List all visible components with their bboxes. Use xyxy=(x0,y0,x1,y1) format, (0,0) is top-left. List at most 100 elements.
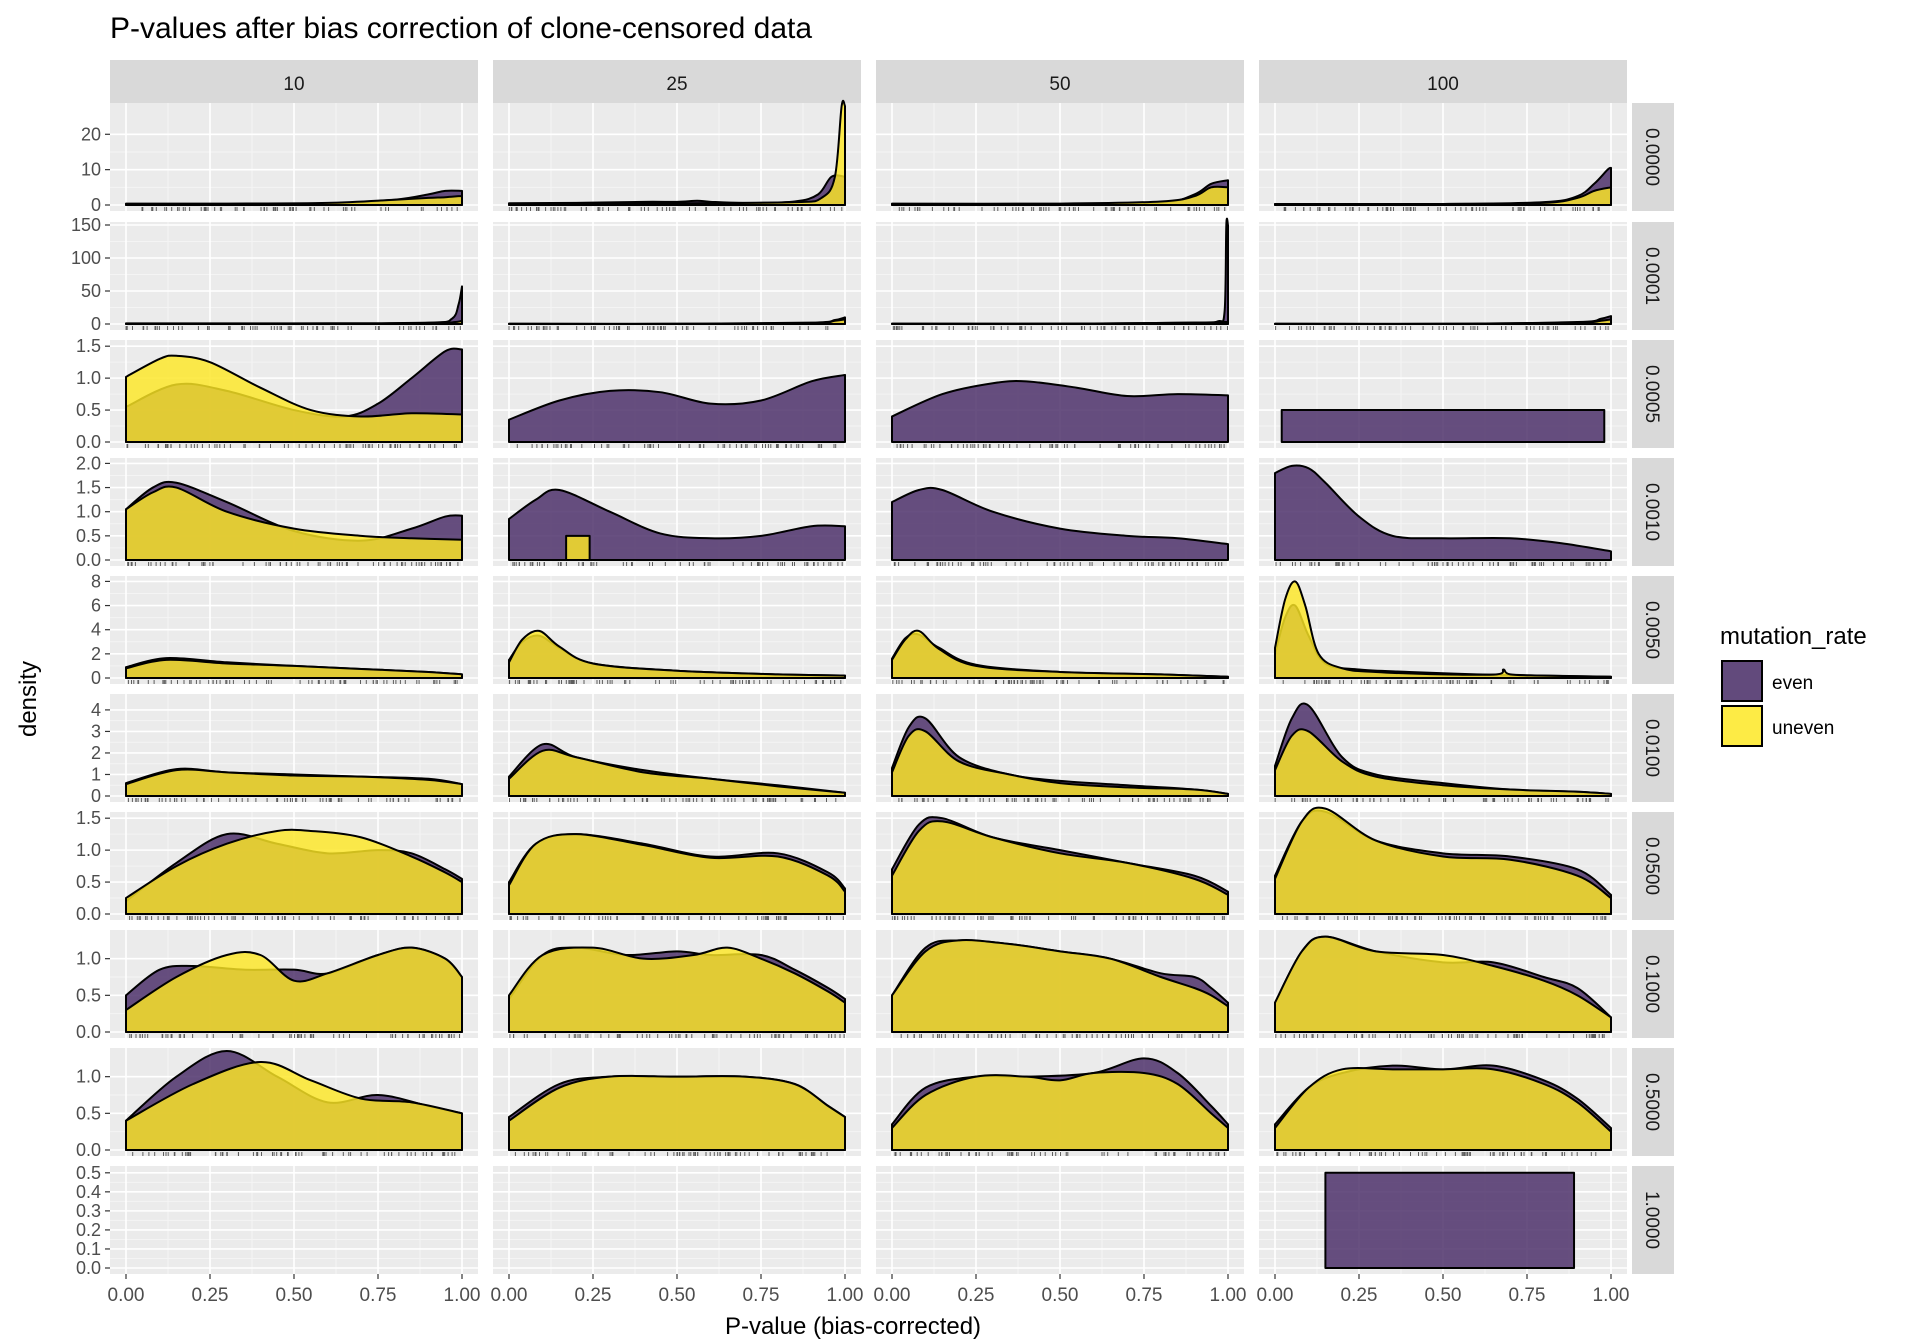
rug-marks xyxy=(127,680,458,684)
column-strip xyxy=(1259,60,1627,103)
panel xyxy=(876,217,1244,330)
density-uneven xyxy=(125,768,463,797)
y-tick-label: 0.5 xyxy=(76,1103,101,1123)
y-tick-label: 0.5 xyxy=(76,1163,101,1183)
x-tick-label: 0.25 xyxy=(192,1285,229,1306)
panel xyxy=(110,103,478,211)
rug-marks xyxy=(129,1034,460,1038)
density-even xyxy=(508,488,846,561)
panel xyxy=(876,1166,1244,1274)
panel xyxy=(493,1048,861,1156)
rug-marks xyxy=(514,1152,828,1156)
row-strip xyxy=(1632,1048,1674,1156)
density-uneven xyxy=(891,939,1229,1033)
rug-marks xyxy=(509,798,837,802)
rug-marks xyxy=(1275,562,1607,566)
rug-marks xyxy=(132,1152,456,1156)
density-uneven xyxy=(125,946,463,1033)
rug-marks xyxy=(896,444,1225,448)
x-tick-label: 0.25 xyxy=(958,1285,995,1306)
y-axis-title: density xyxy=(15,661,42,737)
legend: mutation_rate even uneven xyxy=(1720,623,1867,747)
row-strip xyxy=(1632,1166,1674,1274)
panel xyxy=(876,812,1244,920)
row-strip-label: 0.0100 xyxy=(1641,719,1662,777)
row-strip xyxy=(1632,812,1674,920)
y-tick-label: 0 xyxy=(91,786,101,806)
row-strip xyxy=(1632,694,1674,802)
y-tick-label: 0.5 xyxy=(76,400,101,420)
column-strip xyxy=(493,60,861,103)
x-tick-label: 0.50 xyxy=(659,1285,696,1306)
y-tick-label: 0.0 xyxy=(76,432,101,452)
y-tick-label: 100 xyxy=(71,248,101,268)
x-tick-label: 0.75 xyxy=(1126,1285,1163,1306)
rug-marks xyxy=(893,562,1223,566)
density-even xyxy=(1280,409,1606,443)
panel xyxy=(493,930,861,1038)
y-tick-label: 2 xyxy=(91,644,101,664)
panel xyxy=(1259,222,1627,330)
x-tick-label: 0.50 xyxy=(1042,1285,1079,1306)
rug-marks xyxy=(892,326,1228,330)
panel xyxy=(493,812,861,920)
panel xyxy=(110,1048,478,1156)
y-tick-label: 0.5 xyxy=(76,985,101,1005)
x-tick-label: 0.00 xyxy=(108,1285,145,1306)
density-uneven xyxy=(891,629,1229,679)
x-tick-label: 1.00 xyxy=(444,1285,481,1306)
panel xyxy=(1259,694,1627,802)
panel xyxy=(1259,340,1627,448)
density-uneven xyxy=(125,319,463,325)
legend-title: mutation_rate xyxy=(1720,623,1867,650)
y-tick-label: 0.0 xyxy=(76,1140,101,1160)
density-uneven xyxy=(891,1070,1229,1151)
x-tick-label: 0.00 xyxy=(1257,1285,1294,1306)
rug-marks xyxy=(508,207,843,211)
panel xyxy=(493,340,861,448)
panel xyxy=(110,930,478,1038)
y-tick-label: 6 xyxy=(91,596,101,616)
y-tick-label: 0.3 xyxy=(76,1201,101,1221)
y-tick-label: 0.4 xyxy=(76,1182,101,1202)
row-strip-label: 0.5000 xyxy=(1641,1073,1662,1131)
column-strip-label: 25 xyxy=(666,74,687,95)
x-tick-label: 0.25 xyxy=(1341,1285,1378,1306)
panel xyxy=(493,1166,861,1274)
rug-marks xyxy=(1282,680,1609,684)
density-uneven xyxy=(565,534,591,561)
y-tick-label: 0.2 xyxy=(76,1220,101,1240)
y-tick-label: 0.5 xyxy=(76,526,101,546)
y-tick-label: 4 xyxy=(91,620,101,640)
column-strip-label: 100 xyxy=(1427,74,1459,95)
density-uneven xyxy=(508,629,846,679)
rug-marks xyxy=(1283,207,1600,211)
panel xyxy=(1259,1166,1627,1274)
row-strip xyxy=(1632,222,1674,330)
density-even xyxy=(508,373,846,443)
panel xyxy=(1259,1048,1627,1156)
rug-marks xyxy=(894,1152,1226,1156)
panel xyxy=(876,694,1244,802)
y-tick-label: 0 xyxy=(91,195,101,215)
panel xyxy=(1259,458,1627,566)
y-tick-label: 20 xyxy=(81,124,101,144)
density-uneven xyxy=(1274,935,1612,1033)
y-tick-label: 1.0 xyxy=(76,840,101,860)
y-tick-label: 10 xyxy=(81,160,101,180)
panel xyxy=(493,576,861,684)
x-tick-label: 0.50 xyxy=(1425,1285,1462,1306)
panel xyxy=(876,458,1244,566)
y-tick-label: 1.0 xyxy=(76,502,101,522)
row-strips: 0.0000 0.0001 0.0005 0.0010 0.0050 0.0100 0.05… xyxy=(1632,103,1674,1274)
density-uneven xyxy=(891,728,1229,797)
panel xyxy=(1259,806,1627,920)
y-tick-label: 0.5 xyxy=(76,872,101,892)
column-strip-label: 10 xyxy=(283,74,304,95)
rug-marks xyxy=(1274,798,1609,802)
panel xyxy=(110,1166,478,1274)
chart-title: P-values after bias correction of clone-… xyxy=(110,12,812,45)
y-tick-label: 1.0 xyxy=(76,949,101,969)
x-tick-label: 1.00 xyxy=(1210,1285,1247,1306)
panel xyxy=(110,340,478,448)
